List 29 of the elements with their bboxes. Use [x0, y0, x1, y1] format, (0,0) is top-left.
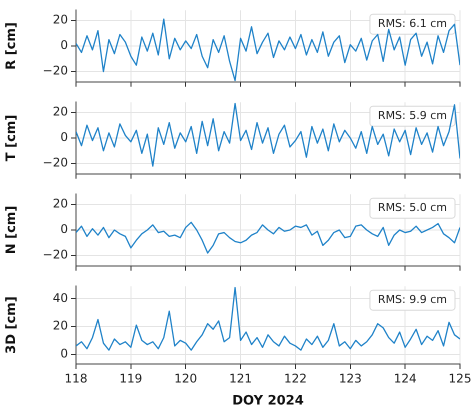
y-tick-label: 20 — [52, 104, 68, 119]
annotation: RMS: 5.9 cm — [378, 109, 448, 122]
y-tick-label: 0 — [60, 346, 68, 360]
annotation: RMS: 6.1 cm — [378, 17, 448, 30]
x-tick-label: 122 — [284, 371, 307, 386]
y-axis-title: 3D [cm] — [4, 296, 20, 354]
x-tick-label: 118 — [64, 371, 88, 386]
y-tick-label: −20 — [42, 64, 68, 78]
y-tick-label: 20 — [52, 12, 68, 27]
x-tick-label: 124 — [394, 371, 417, 386]
y-tick-label: 0 — [60, 222, 68, 236]
x-tick-label: 120 — [174, 371, 198, 386]
y-axis-title: N [cm] — [4, 206, 20, 254]
x-axis-title: DOY 2024 — [232, 394, 304, 409]
y-tick-label: 0 — [60, 38, 68, 52]
annotation: RMS: 9.9 cm — [378, 293, 448, 306]
y-tick-label: 20 — [52, 196, 68, 211]
x-tick-label: 123 — [338, 371, 362, 386]
y-tick-label: 0 — [60, 130, 68, 144]
y-axis-title: R [cm] — [4, 22, 20, 70]
y-tick-label: −20 — [42, 156, 68, 170]
x-tick-label: 121 — [229, 371, 252, 386]
x-tick-label: 125 — [448, 371, 472, 386]
x-tick-label: 119 — [119, 371, 142, 386]
y-axis-title: T [cm] — [4, 114, 20, 162]
y-tick-label: 20 — [52, 318, 68, 333]
annotation: RMS: 5.0 cm — [378, 201, 448, 214]
y-tick-label: 40 — [52, 290, 68, 305]
y-tick-label: −20 — [42, 248, 68, 262]
